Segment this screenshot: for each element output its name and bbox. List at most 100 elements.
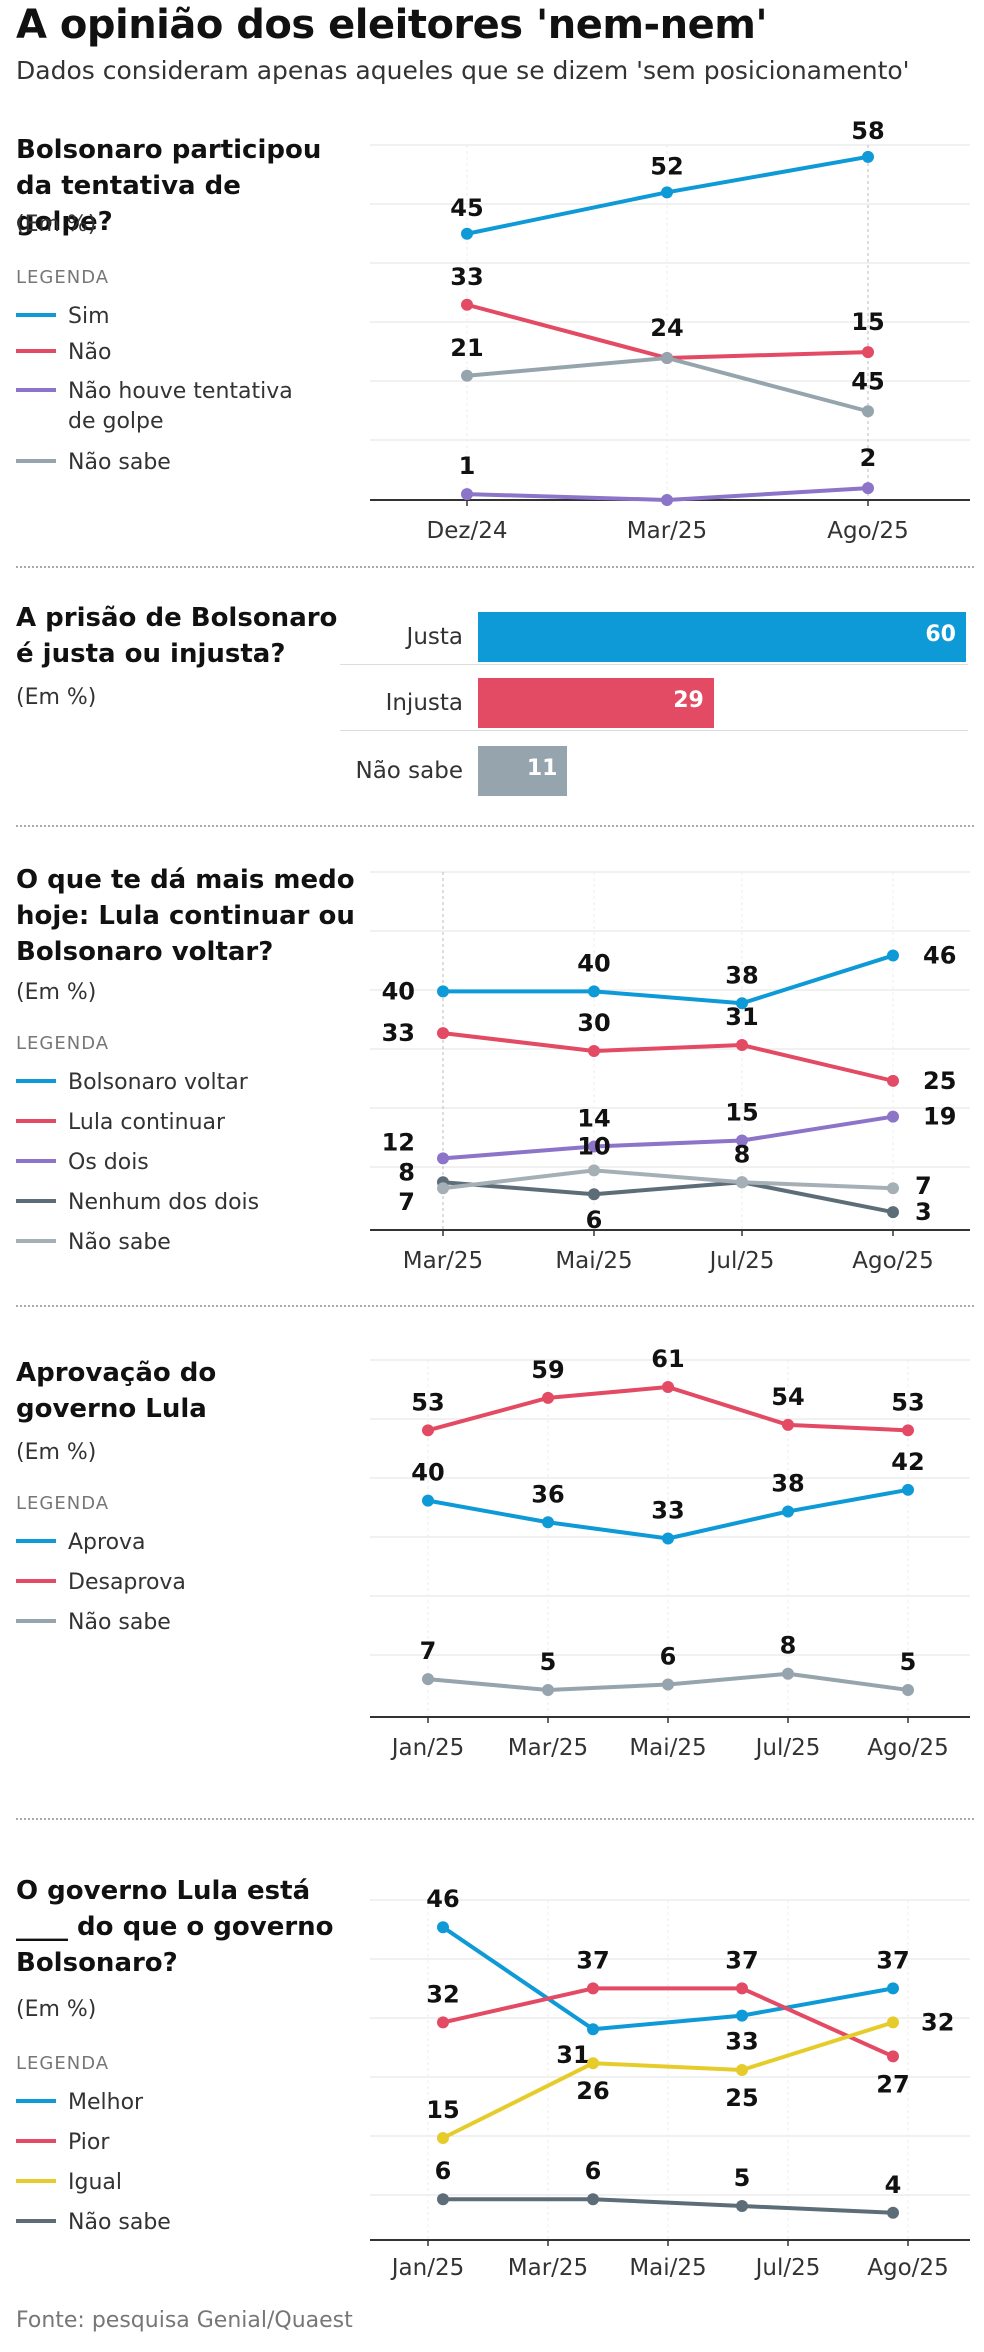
data-point: [587, 1982, 599, 1995]
chart-golpe: Dez/24 Mar/25 Ago/25 45 52 58 33 24 15 1 2 21 45: [370, 117, 970, 544]
legend-label: Não sabe: [68, 450, 171, 475]
panel1-unit: (Em %): [16, 212, 97, 237]
legend-label: Não sabe: [68, 2210, 171, 2235]
legend-item-bolsonaro-voltar: Bolsonaro voltar: [16, 1068, 328, 1098]
data-point: [736, 1982, 748, 1995]
legend-swatch: [16, 1079, 56, 1083]
data-label: 6: [585, 2157, 602, 2185]
data-point: [461, 298, 473, 311]
legend-item-desaprova: Desaprova: [16, 1568, 328, 1598]
data-label: 31: [556, 2041, 589, 2069]
legend-swatch: [16, 1619, 56, 1623]
data-point: [782, 1418, 794, 1431]
data-label: 5: [540, 1648, 557, 1676]
series-line: [442, 1180, 894, 1215]
legend-label: Bolsonaro voltar: [68, 1070, 248, 1095]
data-label: 25: [725, 2084, 758, 2112]
x-tick-label: Mai/25: [555, 1248, 632, 1274]
panel5-title: O governo Lula está ____ do que o govern…: [16, 1876, 334, 1978]
data-label: 40: [577, 949, 610, 977]
data-point: [587, 2057, 599, 2070]
panel4-legend-heading: LEGENDA: [16, 1493, 110, 1514]
separator: [16, 566, 974, 568]
data-label: 10: [577, 1132, 610, 1160]
data-label: 38: [725, 961, 758, 989]
data-label: 2: [860, 444, 877, 472]
data-point: [588, 1140, 600, 1153]
legend-item-igual: Igual: [16, 2168, 328, 2198]
series-line: [443, 2197, 894, 2215]
data-point: [887, 1982, 899, 1995]
legend-label: Não houve tentativa de golpe: [68, 379, 293, 434]
data-point: [662, 1678, 674, 1691]
data-label: 24: [650, 314, 683, 342]
x-tick-label: Jul/25: [754, 2255, 821, 2281]
data-label: 37: [576, 1946, 609, 1974]
data-point: [661, 494, 673, 506]
x-tick-label: Ago/25: [867, 1735, 948, 1761]
legend-item-melhor: Melhor: [16, 2088, 328, 2118]
data-label: 45: [450, 194, 483, 222]
bar-gridline: [340, 730, 968, 731]
data-point: [461, 488, 473, 501]
legend-item-nao-sabe: Não sabe: [16, 1608, 328, 1638]
panel5-legend-heading: LEGENDA: [16, 2053, 110, 2074]
chart-aprovacao: Jan/25 Mar/25 Mai/25 Jul/25 Ago/25 40 36 33 38 42…: [370, 1345, 970, 1761]
data-label: 32: [921, 2008, 954, 2036]
x-tick-label: Mai/25: [629, 1735, 706, 1761]
data-label: 15: [851, 308, 884, 336]
data-point: [782, 1667, 794, 1680]
series-line: [442, 2020, 894, 2140]
legend-item-nao-houve: Não houve tentativa de golpe: [16, 377, 308, 437]
data-label: 33: [651, 1497, 684, 1525]
x-tick-label: Jan/25: [390, 1735, 464, 1761]
data-point: [782, 1505, 794, 1518]
data-label: 4: [885, 2171, 902, 2199]
data-label: 7: [420, 1637, 437, 1665]
main-subtitle: Dados consideram apenas aqueles que se d…: [16, 56, 910, 85]
legend-swatch: [16, 2179, 56, 2183]
data-point: [461, 227, 473, 240]
legend-swatch: [16, 1199, 56, 1203]
data-point: [736, 1134, 748, 1147]
data-label: 8: [734, 1140, 751, 1168]
x-tick-label: Ago/25: [867, 2255, 948, 2281]
panel2-title: A prisão de Bolsonaro é justa ou injusta…: [16, 603, 338, 669]
data-point: [588, 1188, 600, 1201]
data-label: 37: [876, 1946, 909, 1974]
legend-item-os-dois: Os dois: [16, 1148, 328, 1178]
data-label: 8: [780, 1632, 797, 1660]
data-point: [437, 985, 449, 998]
data-point: [461, 369, 473, 382]
series-line: [442, 1168, 894, 1191]
bar: 11: [478, 746, 568, 796]
bar-value-label: 29: [673, 688, 704, 713]
data-label: 31: [725, 1003, 758, 1031]
bar-category-label: Injusta: [385, 690, 463, 716]
data-label: 21: [450, 334, 483, 362]
legend-item-nao: Não: [16, 338, 328, 368]
data-label: 45: [851, 367, 884, 395]
data-point: [437, 2193, 449, 2206]
legend-item-aprova: Aprova: [16, 1528, 328, 1558]
data-point: [588, 1164, 600, 1177]
data-point: [902, 1424, 914, 1437]
data-point: [661, 352, 673, 364]
data-label: 33: [725, 2028, 758, 2056]
legend-label: Não: [68, 340, 112, 365]
data-point: [542, 1391, 554, 1404]
data-point: [422, 1424, 434, 1437]
data-label: 3: [915, 1198, 932, 1226]
bar-category-label: Justa: [406, 624, 463, 650]
data-point: [588, 985, 600, 998]
legend-label: Não sabe: [68, 1610, 171, 1635]
data-point: [437, 1027, 449, 1040]
legend-item-lula-continuar: Lula continuar: [16, 1108, 328, 1138]
data-point: [862, 346, 874, 359]
data-label: 1: [459, 452, 476, 480]
legend-item-nao-sabe: Não sabe: [16, 2208, 328, 2238]
legend-label: Aprova: [68, 1530, 146, 1555]
x-tick-label: Dez/24: [427, 518, 508, 544]
data-label: 37: [725, 1946, 758, 1974]
